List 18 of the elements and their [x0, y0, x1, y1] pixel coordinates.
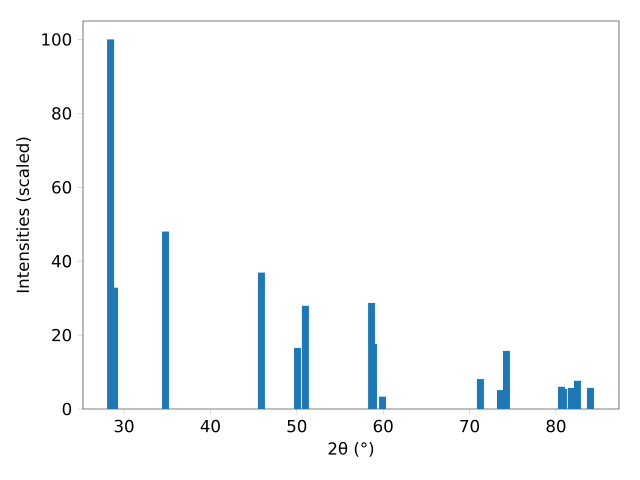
y-tick-label: 80 [52, 107, 72, 120]
y-axis-title: Intensities (scaled) [16, 138, 32, 292]
y-tick-label: 40 [52, 254, 72, 268]
y-tick-label: 20 [52, 328, 72, 342]
x-tick-label: 70 [460, 420, 480, 432]
x-tick-label: 40 [200, 420, 220, 432]
x-tick-label: 80 [546, 420, 566, 432]
x-tick-label: 50 [288, 420, 306, 432]
y-tick-label: 100 [42, 33, 72, 46]
bar [586, 388, 594, 409]
x-tick-label: 30 [114, 420, 134, 432]
x-axis-title: 2θ (°) [328, 442, 374, 457]
y-tick-label: 60 [52, 181, 72, 194]
bar [258, 272, 266, 409]
bar [162, 232, 170, 409]
bar [476, 378, 484, 409]
y-tick-label: 0 [62, 402, 72, 416]
x-tick-label: 60 [374, 420, 393, 432]
